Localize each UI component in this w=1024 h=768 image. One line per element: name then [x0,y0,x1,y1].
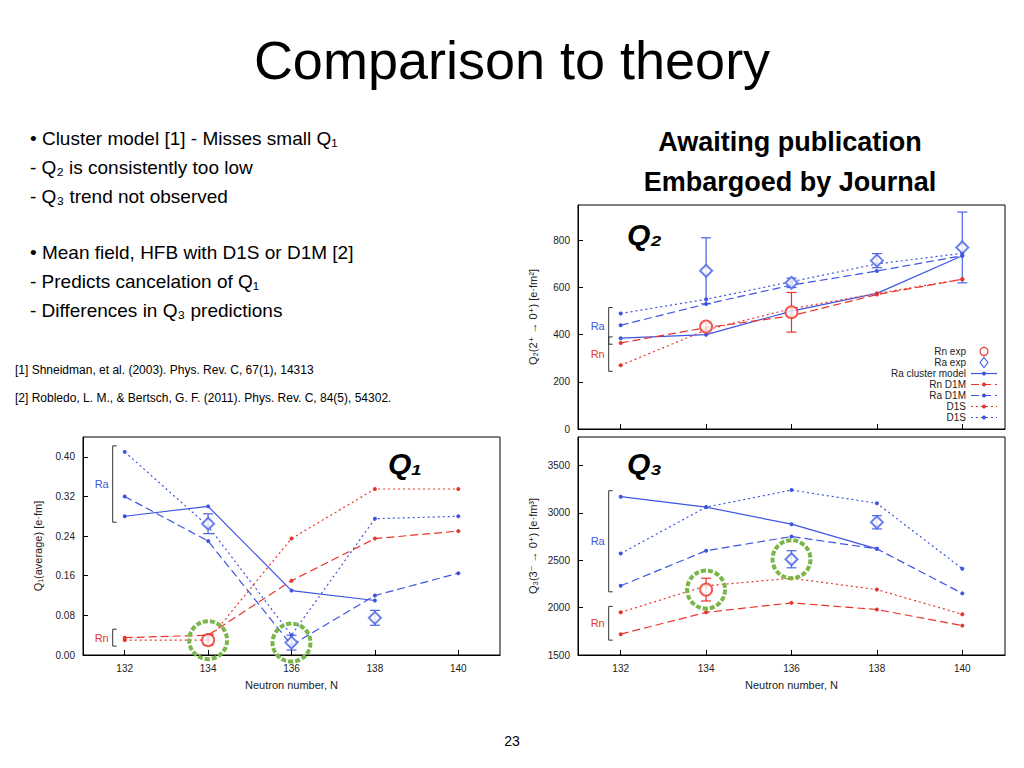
svg-text:3500: 3500 [548,460,571,471]
svg-text:Ra: Ra [591,535,606,547]
html-text:[1] Shneidman, et al. (2003).: [1] Shneidman, et al. (2003). Phys. Rev.… [15,363,314,377]
svg-text:Rn: Rn [591,617,605,629]
html-text:[2] Robledo, L. M., & Bertsch,: [2] Robledo, L. M., & Bertsch, G. F. (20… [15,391,392,405]
svg-text:0: 0 [564,424,570,435]
svg-text:136: 136 [783,663,800,674]
svg-text:132: 132 [116,663,133,674]
html-text:- Predicts cancelation of Q₁: - Predicts cancelation of Q₁ [30,271,260,292]
svg-text:Q₃: Q₃ [627,447,662,480]
svg-text:140: 140 [954,663,971,674]
svg-text:Q₂(2⁺ → 0⁺) [e·fm²]: Q₂(2⁺ → 0⁺) [e·fm²] [527,269,539,365]
svg-text:136: 136 [283,663,300,674]
html-text:- Differences in Q₃ prediction: - Differences in Q₃ predictions [30,300,283,321]
svg-text:Q₂: Q₂ [627,218,662,251]
html-text:- Q₂ is consistently too low: - Q₂ is consistently too low [30,157,253,178]
svg-text:1500: 1500 [548,650,571,661]
svg-text:3000: 3000 [548,507,571,518]
svg-text:Rn: Rn [95,632,109,644]
svg-text:Neutron number, N: Neutron number, N [745,679,838,691]
svg-text:0.08: 0.08 [56,610,76,621]
svg-text:138: 138 [869,663,886,674]
svg-text:Ra: Ra [591,320,606,332]
svg-text:Rn D1M: Rn D1M [929,379,966,390]
svg-text:2500: 2500 [548,555,571,566]
html-text:• Mean field, HFB with D1S or: • Mean field, HFB with D1S or D1M [2] [30,242,354,263]
svg-text:0.24: 0.24 [56,531,76,542]
html-text:Awaiting publication: Awaiting publication [658,127,922,157]
svg-text:132: 132 [612,663,629,674]
svg-text:Ra exp: Ra exp [934,357,966,368]
svg-text:400: 400 [553,329,570,340]
svg-text:Q₁: Q₁ [388,447,422,480]
svg-text:134: 134 [698,663,715,674]
svg-text:140: 140 [450,663,467,674]
svg-text:Ra cluster model: Ra cluster model [891,368,966,379]
svg-text:Ra D1M: Ra D1M [929,390,966,401]
svg-text:134: 134 [200,663,217,674]
svg-text:Q₃(3⁻ → 0⁺) [e·fm³]: Q₃(3⁻ → 0⁺) [e·fm³] [527,498,539,594]
svg-text:0.16: 0.16 [56,570,76,581]
html-text:Embargoed by Journal: Embargoed by Journal [643,167,937,197]
svg-text:Neutron number, N: Neutron number, N [245,679,338,691]
svg-text:D1S: D1S [947,401,967,412]
svg-text:D1S: D1S [947,412,967,423]
svg-text:138: 138 [367,663,384,674]
svg-text:200: 200 [553,376,570,387]
svg-text:Rn: Rn [591,348,605,360]
html-text:Comparison to theory: Comparison to theory [253,30,771,90]
svg-text:800: 800 [553,235,570,246]
html-text:- Q₃ trend not observed: - Q₃ trend not observed [30,186,228,207]
svg-text:2000: 2000 [548,602,571,613]
svg-text:0.40: 0.40 [56,451,76,462]
html-text:23: 23 [504,733,520,749]
svg-text:0.00: 0.00 [56,650,76,661]
html-text:• Cluster model [1] - Misses s: • Cluster model [1] - Misses small Q₁ [30,128,338,149]
svg-text:600: 600 [553,282,570,293]
svg-text:0.32: 0.32 [56,491,76,502]
svg-text:Rn exp: Rn exp [934,346,966,357]
svg-text:Q₁(average) [e·fm]: Q₁(average) [e·fm] [32,501,44,592]
svg-text:Ra: Ra [95,478,110,490]
